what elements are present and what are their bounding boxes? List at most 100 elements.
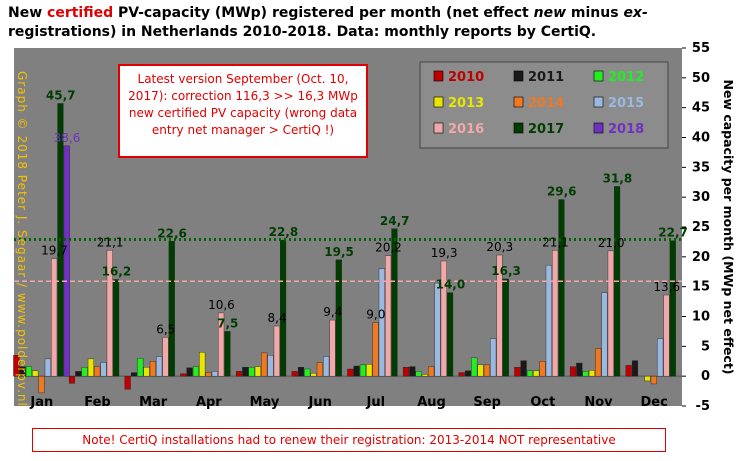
y-tick-label: 5	[701, 339, 710, 354]
bar-2012-nov	[582, 371, 589, 377]
bar-2013-sep	[477, 364, 484, 377]
y-tick-label: 40	[692, 131, 710, 146]
bar-2011-jul	[353, 365, 360, 377]
bar-2015-mar	[156, 356, 163, 377]
bar-2010-nov	[569, 366, 577, 377]
legend-label-2016: 2016	[448, 122, 484, 137]
bar-2013-jan	[32, 370, 39, 377]
correction-callout: Latest version September (Oct. 10, 2017)…	[118, 64, 368, 158]
bar-2013-oct	[533, 370, 540, 377]
bar-2018-jan	[63, 145, 70, 377]
bar-2012-jul	[359, 364, 366, 377]
bar-2016-jun	[329, 319, 336, 377]
y-tick-label: -5	[696, 399, 710, 414]
bar-2016-may	[273, 325, 280, 377]
legend-label-2010: 2010	[448, 70, 484, 85]
x-tick-label: Feb	[84, 395, 110, 410]
data-label: 38,6	[54, 131, 81, 145]
bar-2010-jul	[347, 368, 354, 377]
bar-2011-apr	[186, 367, 193, 377]
bar-2012-aug	[415, 371, 422, 377]
data-label: 9,4	[323, 305, 342, 319]
bar-2013-feb	[87, 358, 94, 377]
bar-2013-nov	[588, 370, 595, 377]
data-label: 19,5	[324, 245, 354, 259]
y-tick-label: 10	[692, 310, 710, 325]
bar-2016-jul	[385, 255, 392, 377]
data-label: 6,5	[156, 322, 175, 336]
bar-2016-jan	[51, 258, 58, 377]
bar-2013-may	[254, 366, 261, 377]
x-tick-label: Aug	[417, 395, 446, 410]
bar-2016-nov	[607, 250, 614, 377]
bar-2011-mar	[130, 372, 138, 377]
bar-2015-apr	[211, 371, 218, 377]
bar-2010-aug	[402, 367, 410, 377]
bar-2011-sep	[464, 370, 472, 377]
data-label: 45,7	[46, 88, 76, 102]
watermark-text: Graph © 2018 Peter J. Segaar / www.polde…	[15, 71, 29, 407]
data-label: 20,2	[375, 241, 402, 255]
y-tick-label: 30	[692, 190, 710, 205]
data-label: 22,7	[658, 226, 688, 240]
bar-2011-aug	[409, 366, 416, 377]
bar-2015-dec	[657, 338, 664, 377]
bar-2014-jun	[316, 362, 323, 377]
bar-2013-mar	[143, 367, 150, 377]
legend-label-2013: 2013	[448, 96, 484, 111]
data-label: 9,0	[366, 307, 385, 321]
y-axis-title: New capacity per month (MWp net effect)	[721, 79, 736, 374]
data-label: 21,1	[542, 235, 569, 249]
bar-2017-oct	[558, 199, 565, 377]
bar-2015-jan	[44, 358, 51, 377]
data-label: 19,3	[431, 246, 458, 260]
bar-2011-jan	[19, 366, 26, 377]
bar-2014-may	[261, 352, 268, 377]
bar-2017-mar	[168, 241, 175, 377]
data-label: 16,2	[102, 265, 132, 279]
bar-2013-jul	[366, 364, 373, 377]
data-label: 16,3	[491, 264, 521, 278]
bar-2014-oct	[539, 361, 546, 377]
bar-2010-dec	[625, 365, 632, 377]
bar-2010-mar	[124, 375, 131, 390]
data-label: 20,3	[486, 240, 513, 254]
bar-2015-jun	[323, 356, 330, 377]
bar-2010-feb	[68, 375, 76, 384]
data-label: 21,0	[598, 236, 625, 250]
bar-2013-apr	[199, 352, 206, 377]
data-label: 14,0	[436, 278, 466, 292]
bar-2011-jun	[297, 367, 305, 377]
x-tick-label: Jun	[307, 395, 331, 410]
y-tick-label: 35	[692, 160, 710, 175]
legend-box	[419, 61, 669, 149]
legend-swatch-2010	[433, 70, 444, 82]
bar-2010-oct	[514, 367, 521, 377]
x-tick-label: May	[250, 395, 280, 410]
bar-2014-nov	[595, 348, 602, 377]
legend-swatch-2013	[433, 96, 444, 108]
data-label: 24,7	[380, 214, 410, 228]
note-box: Note! CertiQ installations had to renew …	[32, 428, 666, 452]
bar-2010-sep	[458, 372, 465, 377]
bar-2014-mar	[149, 361, 156, 377]
legend-label-2011: 2011	[528, 70, 564, 85]
bar-2011-feb	[75, 371, 82, 377]
bar-2012-sep	[471, 357, 478, 377]
y-tick-label: 55	[692, 41, 710, 56]
bar-2012-mar	[137, 358, 144, 377]
bar-2015-feb	[100, 362, 107, 377]
legend-swatch-2011	[513, 70, 524, 82]
bar-2017-may	[280, 239, 287, 377]
bar-2012-feb	[81, 367, 88, 377]
legend-swatch-2015	[593, 96, 604, 108]
data-label: 21,1	[97, 235, 124, 249]
bar-2013-jun	[310, 372, 317, 377]
y-tick-label: 20	[692, 250, 710, 265]
bar-2017-dec	[669, 240, 676, 377]
legend-swatch-2014	[513, 96, 524, 108]
legend-label-2015: 2015	[608, 96, 644, 111]
bar-2015-jul	[378, 268, 385, 377]
bar-2017-sep	[502, 278, 509, 377]
bar-2012-may	[248, 367, 255, 377]
